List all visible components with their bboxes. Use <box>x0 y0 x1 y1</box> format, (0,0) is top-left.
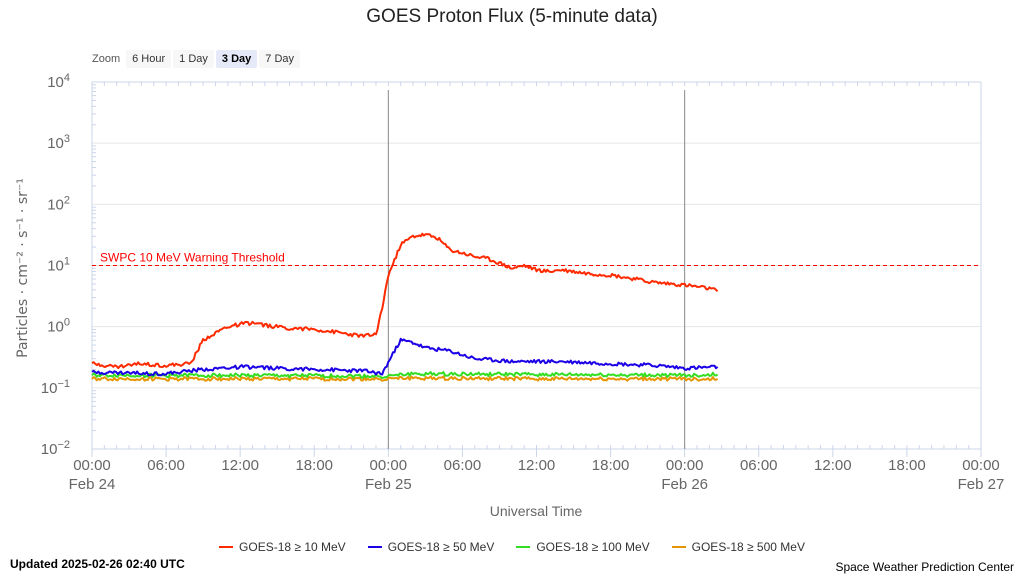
legend-label: GOES-18 ≥ 50 MeV <box>387 540 495 554</box>
x-tick-time-label: 00:00 <box>962 457 1000 474</box>
x-tick-time-label: 12:00 <box>518 457 556 474</box>
y-tick-label: 101 <box>47 256 70 275</box>
y-axis-label: Particles · cm⁻² · s⁻¹ · sr⁻¹ <box>15 178 31 358</box>
x-tick-date-label: Feb 27 <box>958 476 1005 493</box>
x-axis-label: Universal Time <box>490 503 583 519</box>
series-line <box>91 232 719 370</box>
y-tick-label: 104 <box>47 72 70 91</box>
zoom-bar: Zoom 6 Hour 1 Day 3 Day 7 Day <box>92 50 302 68</box>
zoom-7-day-button[interactable]: 7 Day <box>259 50 301 68</box>
y-tick-labels: 104 103 102 101 100 10−1 10−2 <box>41 72 70 458</box>
series-line <box>91 337 719 377</box>
credit-text: Space Weather Prediction Center <box>835 560 1014 574</box>
legend-swatch <box>671 546 686 548</box>
series-line <box>91 375 719 382</box>
legend-item[interactable]: GOES-18 ≥ 10 MeV <box>219 540 346 554</box>
x-tick-time-label: 06:00 <box>740 457 778 474</box>
chart-title: GOES Proton Flux (5-minute data) <box>366 6 658 27</box>
x-tick-time-label: 18:00 <box>888 457 926 474</box>
zoom-6-hour-button[interactable]: 6 Hour <box>126 50 172 68</box>
x-tick-time-label: 00:00 <box>666 457 704 474</box>
legend-swatch <box>516 546 531 548</box>
x-tick-time-label: 06:00 <box>444 457 482 474</box>
y-tick-label: 10−1 <box>41 378 70 397</box>
x-tick-date-label: Feb 24 <box>69 476 116 493</box>
day-marker-lines <box>387 90 686 449</box>
legend-swatch <box>367 546 382 548</box>
legend-item[interactable]: GOES-18 ≥ 100 MeV <box>516 540 650 554</box>
legend-label: GOES-18 ≥ 100 MeV <box>536 540 650 554</box>
x-tick-time-label: 00:00 <box>73 457 111 474</box>
threshold-label: SWPC 10 MeV Warning Threshold <box>100 251 285 265</box>
y-tick-label: 103 <box>47 133 70 152</box>
x-tick-time-label: 12:00 <box>814 457 852 474</box>
x-tick-date-label: Feb 26 <box>661 476 708 493</box>
x-tick-date-label: Feb 25 <box>365 476 412 493</box>
threshold: SWPC 10 MeV Warning Threshold <box>92 251 981 266</box>
updated-timestamp: Updated 2025-02-26 02:40 UTC <box>10 557 185 571</box>
legend-item[interactable]: GOES-18 ≥ 500 MeV <box>671 540 805 554</box>
zoom-label: Zoom <box>92 53 121 65</box>
zoom-3-day-button[interactable]: 3 Day <box>215 50 258 68</box>
series-lines <box>91 232 719 382</box>
x-tick-time-label: 12:00 <box>221 457 259 474</box>
x-tick-time-label: 18:00 <box>295 457 333 474</box>
zoom-1-day-button[interactable]: 1 Day <box>173 50 214 68</box>
y-tick-label: 10−2 <box>41 439 70 458</box>
x-tick-time-label: 00:00 <box>370 457 408 474</box>
legend-swatch <box>219 546 234 548</box>
y-tick-label: 102 <box>47 194 70 213</box>
proton-flux-chart: 104 103 102 101 100 10−1 10−2 00:00 Feb 24 06:00… <box>15 72 1005 519</box>
legend-label: GOES-18 ≥ 10 MeV <box>239 540 346 554</box>
y-tick-label: 100 <box>47 317 70 336</box>
x-tick-time-label: 06:00 <box>147 457 185 474</box>
series-line <box>91 371 719 379</box>
legend-label: GOES-18 ≥ 500 MeV <box>691 540 805 554</box>
x-tick-labels: 00:00 Feb 24 06:00 12:00 18:00 00:00 Feb 25 06:… <box>69 457 1005 493</box>
legend-item[interactable]: GOES-18 ≥ 50 MeV <box>367 540 495 554</box>
legend: GOES-18 ≥ 10 MeV GOES-18 ≥ 50 MeV GOES-18 … <box>0 540 1024 554</box>
x-tick-time-label: 18:00 <box>592 457 630 474</box>
axes <box>91 81 982 457</box>
